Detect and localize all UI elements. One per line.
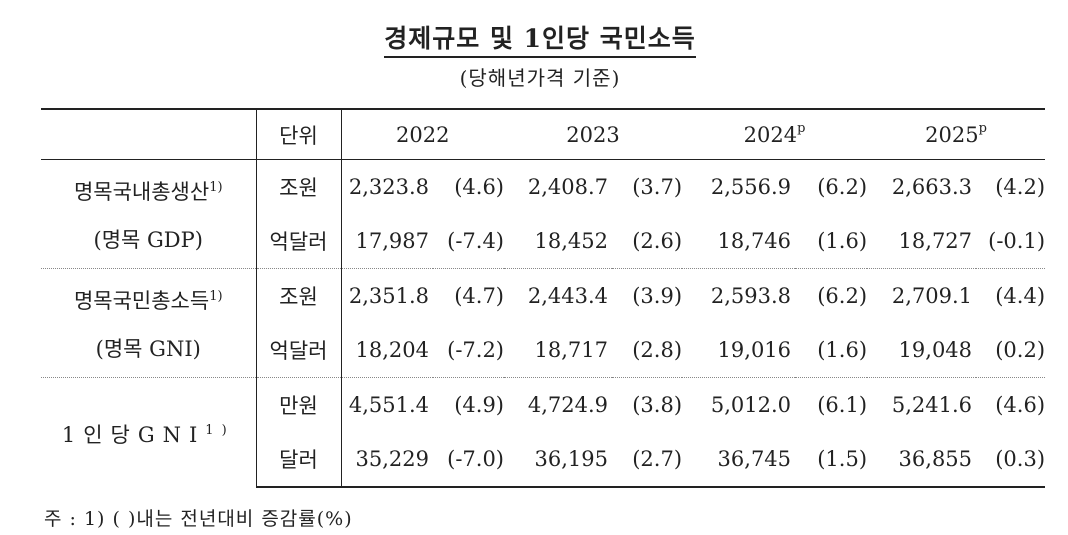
table-row: 명목국내총생산1) (명목 GDP) 조원 2,323.8 (4.6) 2,40… (41, 159, 1046, 252)
value-cell: 19,048 (898, 338, 973, 362)
table-header-row: 단위 2022 2023 2024p 2025p (41, 108, 1046, 160)
document-title: 경제규모 및 1인당 국민소득 (0, 24, 1068, 58)
table-row: 명목국민총소득1) (명목 GNI) 조원 2,351.8 (4.7) 2,44… (41, 268, 1046, 378)
document-subtitle: (당해년가격 기준) (459, 66, 621, 90)
group-label-line2: (명목 GDP) (93, 228, 203, 252)
growth-cell: (3.7) (632, 175, 683, 199)
year-label: 2023 (566, 122, 620, 147)
growth-cell: (2.6) (632, 229, 683, 253)
growth-cell: (1.6) (817, 229, 868, 253)
growth-cell: (3.9) (612, 268, 683, 323)
growth-cell: (2.8) (632, 338, 683, 362)
unit-cell: 조원 (255, 268, 342, 323)
value-cell: 2,443.4 (504, 268, 613, 323)
value-cell: 18,727 (898, 229, 973, 253)
row-group-label-gni: 명목국민총소득1) (명목 GNI) (41, 268, 256, 378)
title-text: 경제규모 및 1인당 국민소득 (384, 24, 696, 58)
growth-cell: (1.6) (817, 338, 868, 362)
footnote-ref: 1) (209, 289, 223, 304)
year-mark: p (978, 120, 987, 136)
footnote-ref: 1) (209, 180, 223, 195)
year-label: 2025 (925, 122, 979, 147)
value-cell: 2,556.9 (710, 175, 792, 199)
group-label-line1: 1인당GNI (61, 422, 206, 447)
row-group-label-per-capita-gni: 1인당GNI1) (41, 377, 256, 487)
value-cell: 36,855 (867, 432, 977, 488)
unit-cell: 억달러 (255, 323, 342, 378)
unit-cell: 조원 (255, 159, 342, 214)
table-row: 억달러 17,987 (-7.4) 18,452 (2.6) 18,746 (1… (41, 214, 1045, 269)
growth-cell: (6.2) (817, 175, 868, 199)
growth-cell: (4.9) (433, 377, 505, 432)
footnote: 주 : 1) ( )내는 전년대비 증감률(%) (44, 508, 353, 530)
value-cell: 4,724.9 (504, 377, 613, 432)
value-cell: 5,012.0 (682, 377, 796, 432)
value-cell: 2,663.3 (891, 175, 973, 199)
value-cell: 5,241.6 (867, 377, 977, 432)
value-cell: 36,195 (504, 432, 613, 488)
growth-cell: (-7.2) (447, 338, 505, 362)
header-unit-cell: 단위 (255, 108, 342, 160)
value-cell: 18,204 (355, 338, 429, 362)
value-cell: 18,452 (534, 229, 609, 253)
table-row: 달러 35,229 (-7.0) 36,195 (2.7) 36,745 (1.… (41, 432, 1046, 488)
header-year-cell: 2022 (341, 108, 505, 160)
growth-cell: (4.6) (976, 377, 1046, 432)
group-label-line1: 명목국민총소득 (73, 289, 210, 313)
unit-cell: 억달러 (255, 214, 342, 269)
header-year-cell: 2024p (682, 108, 868, 160)
value-cell: 2,351.8 (341, 268, 433, 323)
growth-cell: (4.2) (995, 175, 1046, 199)
year-label: 2022 (396, 122, 450, 147)
value-cell: 18,746 (717, 229, 792, 253)
growth-cell: (3.8) (612, 377, 683, 432)
year-label: 2024 (743, 122, 798, 147)
row-group-label-gdp: 명목국내총생산1) (명목 GDP) (41, 160, 256, 269)
group-label-line2: (명목 GNI) (95, 337, 201, 361)
economy-scale-table: 단위 2022 2023 2024p 2025p 명목국내총생산1) (명목 G… (41, 108, 1046, 488)
table-row: 억달러 18,204 (-7.2) 18,717 (2.8) 19,016 (1… (41, 323, 1045, 378)
header-empty-cell (41, 108, 256, 160)
table-row: 1인당GNI1) 만원 4,551.4 (4.9) 4,724.9 (3.8) … (41, 377, 1046, 487)
value-cell: 18,717 (534, 338, 609, 362)
unit-cell: 만원 (255, 377, 342, 432)
footnote-ref: 1) (205, 422, 235, 438)
growth-cell: (0.3) (976, 432, 1046, 488)
growth-cell: (4.7) (433, 268, 505, 323)
growth-cell: (-7.0) (433, 432, 505, 488)
year-mark: p (797, 120, 806, 136)
value-cell: 35,229 (341, 432, 433, 488)
value-cell: 2,593.8 (682, 268, 796, 323)
unit-cell: 달러 (255, 432, 342, 488)
growth-cell: (4.6) (454, 175, 505, 199)
growth-cell: (6.1) (795, 377, 868, 432)
value-cell: 2,323.8 (348, 175, 429, 199)
growth-cell: (6.2) (795, 268, 868, 323)
header-year-cell: 2025p (867, 108, 1046, 160)
growth-cell: (-0.1) (988, 229, 1046, 253)
value-cell: 36,745 (682, 432, 796, 488)
growth-cell: (-7.4) (447, 229, 505, 253)
growth-cell: (0.2) (995, 338, 1046, 362)
growth-cell: (4.4) (976, 268, 1046, 323)
growth-cell: (2.7) (612, 432, 683, 488)
growth-cell: (1.5) (795, 432, 868, 488)
value-cell: 17,987 (355, 229, 429, 253)
value-cell: 4,551.4 (341, 377, 433, 432)
value-cell: 19,016 (717, 338, 792, 362)
group-label-line1: 명목국내총생산 (73, 180, 210, 204)
header-year-cell: 2023 (504, 108, 683, 160)
value-cell: 2,408.7 (527, 175, 609, 199)
value-cell: 2,709.1 (867, 268, 977, 323)
